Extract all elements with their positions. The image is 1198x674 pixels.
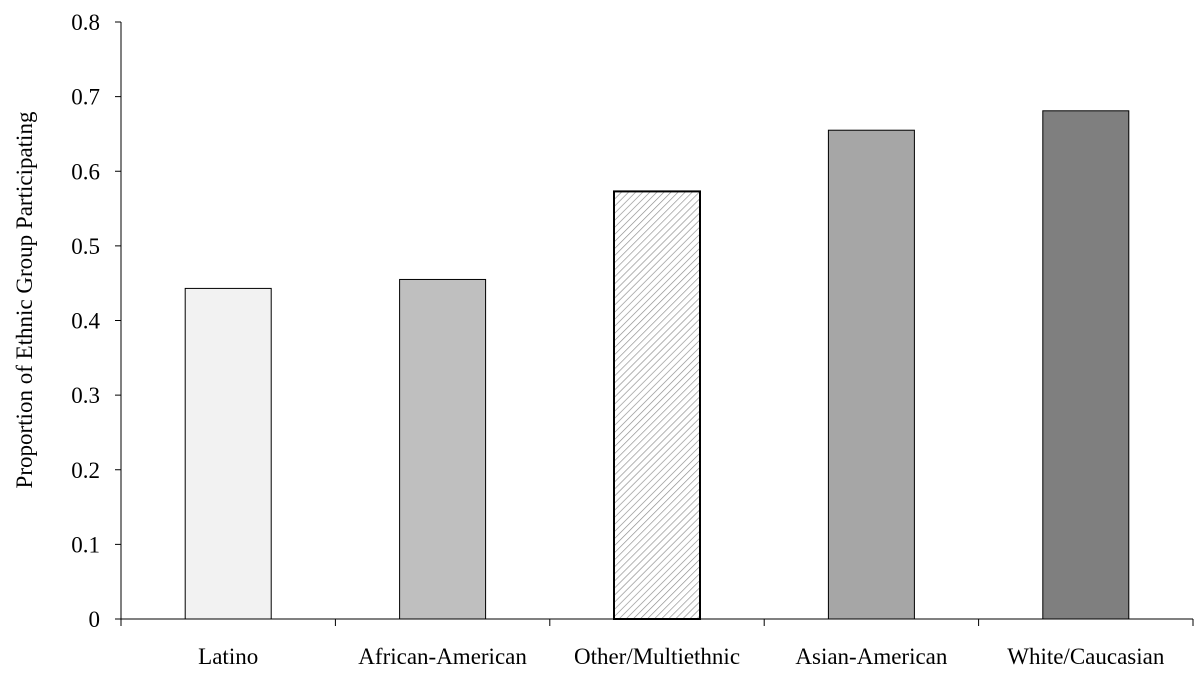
x-category-label: Other/Multiethnic <box>574 644 740 669</box>
bars <box>184 110 1130 620</box>
y-tick-label: 0.2 <box>71 458 100 483</box>
bar-other-multiethnic <box>613 190 701 620</box>
x-category-label: Asian-American <box>795 644 947 669</box>
y-tick-label: 0.1 <box>71 532 100 557</box>
y-tick-label: 0.6 <box>71 159 100 184</box>
y-tick-label: 0.8 <box>71 10 100 35</box>
y-tick-label: 0.5 <box>71 234 100 259</box>
y-axis: 0 0.1 0.2 0.3 0.4 0.5 0.6 0.7 0.8 <box>71 10 122 632</box>
y-tick-label: 0.4 <box>71 309 100 334</box>
x-category-label: African-American <box>358 644 527 669</box>
x-category-label: Latino <box>198 644 258 669</box>
x-category-label: White/Caucasian <box>1007 644 1165 669</box>
y-tick-label: 0.3 <box>71 383 100 408</box>
bar-white-caucasian <box>1042 110 1130 620</box>
bar-asian-american <box>827 129 915 620</box>
x-axis: Latino African-American Other/Multiethnic A… <box>120 618 1194 669</box>
bar-latino <box>184 287 272 620</box>
y-axis-title: Proportion of Ethnic Group Participating <box>12 111 37 488</box>
bar-african-american <box>399 278 487 620</box>
y-tick-label: 0.7 <box>71 85 100 110</box>
y-tick-label: 0 <box>89 607 101 632</box>
